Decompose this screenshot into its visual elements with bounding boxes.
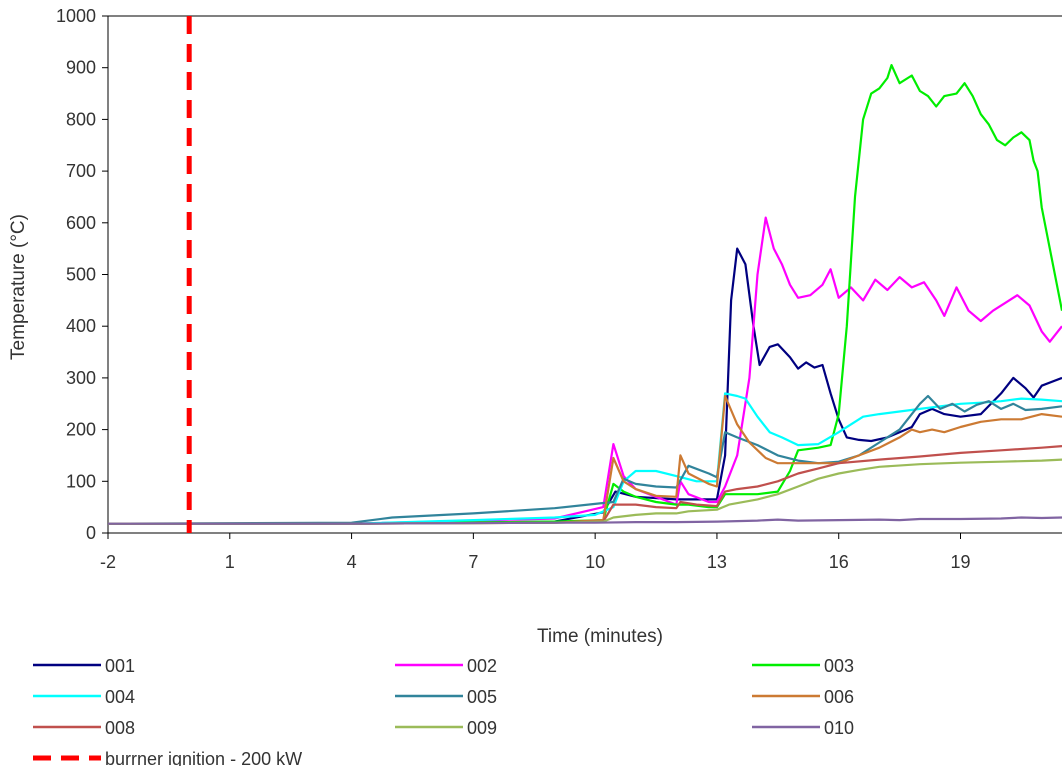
- legend-label-009: 009: [467, 718, 497, 738]
- x-tick-label: 7: [468, 552, 478, 572]
- legend-label-002: 002: [467, 656, 497, 676]
- x-tick-label: 1: [225, 552, 235, 572]
- legend-label-001: 001: [105, 656, 135, 676]
- legend-label-006: 006: [824, 687, 854, 707]
- legend: 001 002 003 004 005 006 008 009 010 burrner ignit…: [33, 656, 854, 769]
- legend-label-005: 005: [467, 687, 497, 707]
- series-line-006: [108, 394, 1062, 525]
- y-tick-label: 100: [66, 471, 96, 491]
- series-line-010: [108, 516, 1062, 525]
- y-tick-label: 700: [66, 161, 96, 181]
- legend-label-004: 004: [105, 687, 135, 707]
- series-line-005: [108, 394, 1062, 525]
- y-tick-label: 500: [66, 265, 96, 285]
- legend-label-008: 008: [105, 718, 135, 738]
- x-tick-label: 19: [950, 552, 970, 572]
- x-tick-label: 10: [585, 552, 605, 572]
- y-tick-label: 900: [66, 58, 96, 78]
- series-lines: [108, 63, 1062, 525]
- y-tick-label: 800: [66, 109, 96, 129]
- x-tick-label: 13: [707, 552, 727, 572]
- series-line-001: [108, 247, 1062, 525]
- legend-label-ignition: burrner ignition - 200 kW: [105, 749, 302, 766]
- y-tick-label: 300: [66, 368, 96, 388]
- y-tick-label: 0: [86, 523, 96, 543]
- series-line-009: [108, 458, 1062, 525]
- legend-label-003: 003: [824, 656, 854, 676]
- y-axis-label: Temperature (°C): [8, 214, 29, 360]
- y-tick-label: 600: [66, 213, 96, 233]
- x-tick-label: -2: [100, 552, 116, 572]
- series-line-002: [108, 216, 1062, 525]
- x-tick-label: 4: [347, 552, 357, 572]
- axes: 0 100 200 300 400 500 600 700 800 900 1000 -2 1 4 7 10 1…: [56, 6, 1062, 572]
- y-tick-label: 1000: [56, 6, 96, 26]
- series-line-003: [108, 63, 1062, 525]
- legend-label-010: 010: [824, 718, 854, 738]
- y-tick-label: 200: [66, 420, 96, 440]
- x-axis-label: Time (minutes): [537, 626, 663, 647]
- y-tick-label: 400: [66, 316, 96, 336]
- series-line-008: [108, 445, 1062, 525]
- x-tick-label: 16: [829, 552, 849, 572]
